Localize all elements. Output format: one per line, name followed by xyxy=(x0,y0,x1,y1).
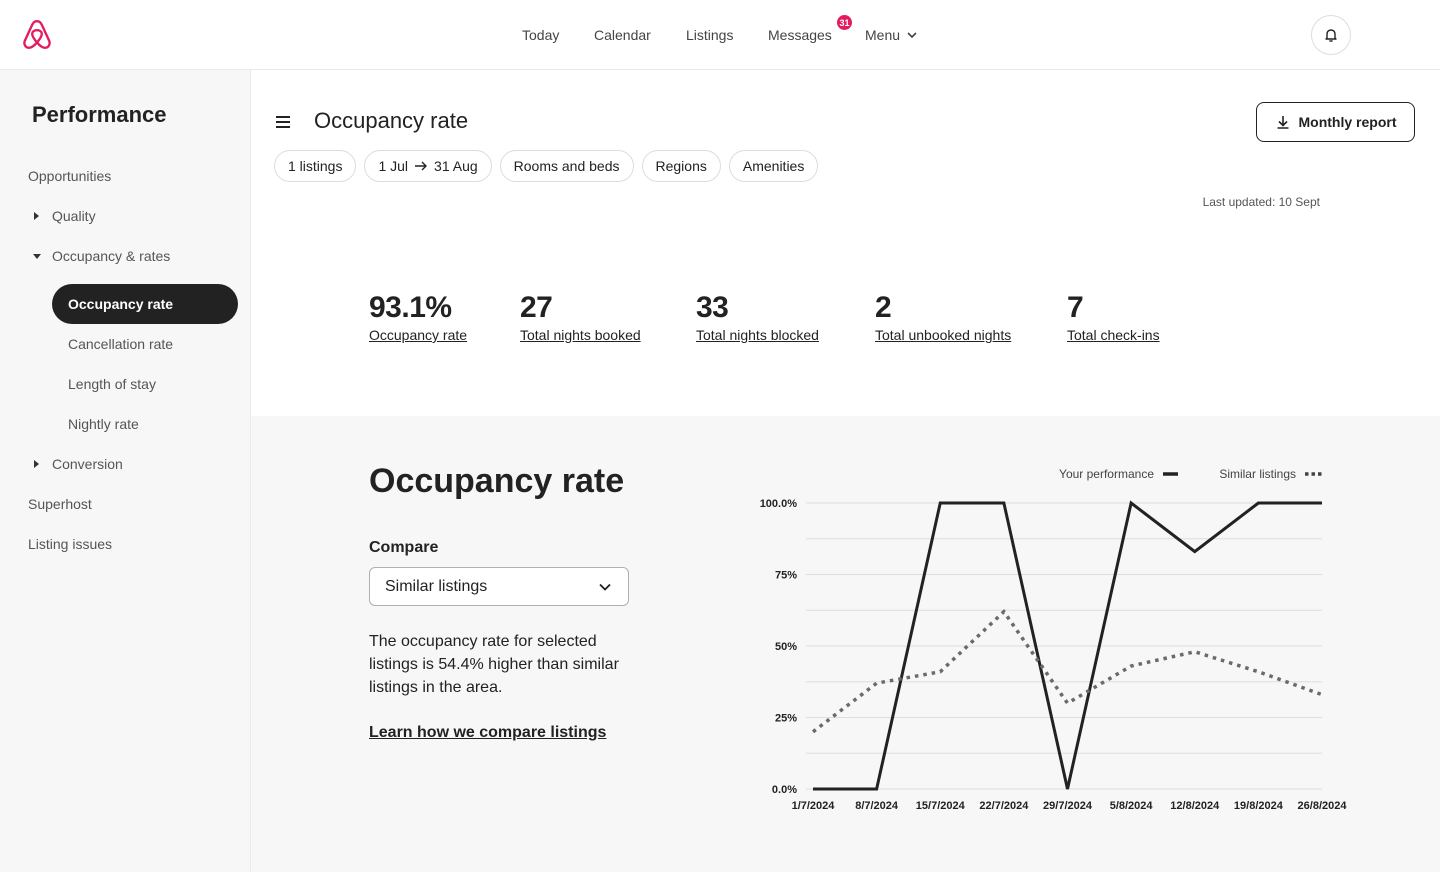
panel-title: Occupancy rate xyxy=(369,462,625,500)
occupancy-chart: 0.0% 25% 50% 75% 100.0% 1/7/2024 8/7/2024 15/7/… xyxy=(760,467,1348,812)
filter-regions[interactable]: Regions xyxy=(641,150,721,182)
chart-series-line-similar-listings xyxy=(811,609,1323,734)
stat-value: 2 xyxy=(875,291,892,324)
filter-amenities[interactable]: Amenities xyxy=(728,150,819,182)
chevron-down-icon xyxy=(599,583,611,591)
chart-x-tick-label: 15/7/2024 xyxy=(916,800,966,812)
sidebar-item-conversion[interactable]: Conversion xyxy=(52,456,123,472)
stat-value: 27 xyxy=(520,291,553,324)
notifications-button[interactable] xyxy=(1311,15,1351,55)
chart-y-tick-label: 50% xyxy=(775,641,797,653)
sidebar-item-cancellation-rate[interactable]: Cancellation rate xyxy=(68,336,174,352)
stat-value: 93.1% xyxy=(369,291,452,324)
sidebar-item-occupancy-rate[interactable]: Occupancy rate xyxy=(52,284,238,324)
hamburger-menu-icon[interactable] xyxy=(276,116,290,128)
stat-label[interactable]: Total nights blocked xyxy=(696,327,819,343)
caret-right-icon[interactable] xyxy=(34,460,39,468)
sidebar: Performance Opportunities Quality Occupa… xyxy=(0,70,251,872)
monthly-report-button[interactable]: Monthly report xyxy=(1256,102,1415,142)
chevron-down-icon xyxy=(907,32,917,39)
chart-x-tick-label: 5/8/2024 xyxy=(1110,800,1154,812)
main-nav: Today Calendar Listings Messages 31 Menu xyxy=(0,0,1440,70)
chart-series-line-your-performance xyxy=(813,500,1322,791)
compare-label: Compare xyxy=(369,539,439,556)
stat-label[interactable]: Occupancy rate xyxy=(369,327,468,343)
chart-x-tick-label: 8/7/2024 xyxy=(855,800,899,812)
chart-x-tick-label: 29/7/2024 xyxy=(1043,800,1093,812)
compare-select-value: Similar listings xyxy=(385,578,488,595)
comparison-description: The occupancy rate for selected listings… xyxy=(369,633,619,696)
messages-badge: 31 xyxy=(836,14,853,31)
page-title: Occupancy rate xyxy=(314,108,469,133)
stat-label[interactable]: Total nights booked xyxy=(520,327,641,343)
sidebar-title: Performance xyxy=(32,102,167,127)
sidebar-item-quality[interactable]: Quality xyxy=(52,208,96,224)
nav-today[interactable]: Today xyxy=(522,27,560,43)
stat-occupancy-rate: 93.1% Occupancy rate xyxy=(369,290,467,344)
sidebar-item-nightly-rate[interactable]: Nightly rate xyxy=(68,416,139,432)
chart-y-tick-label: 0.0% xyxy=(772,784,797,796)
chart-x-tick-label: 22/7/2024 xyxy=(979,800,1029,812)
occupancy-panel xyxy=(251,416,1440,872)
legend-label-similar-listings: Similar listings xyxy=(1219,467,1296,481)
chart-x-tick-label: 1/7/2024 xyxy=(792,800,836,812)
monthly-report-label: Monthly report xyxy=(1298,114,1397,130)
compare-select[interactable]: Similar listings xyxy=(369,567,629,606)
nav-calendar[interactable]: Calendar xyxy=(594,27,651,43)
nav-menu-label: Menu xyxy=(865,27,901,43)
last-updated: Last updated: 10 Sept xyxy=(1202,195,1320,209)
filter-date-range[interactable]: 1 Jul 31 Aug xyxy=(364,150,492,182)
stat-total-nights-blocked: 33 Total nights blocked xyxy=(696,290,819,344)
download-icon xyxy=(1277,116,1288,129)
chart-y-tick-label: 100.0% xyxy=(760,498,798,510)
sidebar-item-superhost[interactable]: Superhost xyxy=(28,496,92,512)
filter-rooms-and-beds[interactable]: Rooms and beds xyxy=(499,150,634,182)
caret-right-icon[interactable] xyxy=(34,212,39,220)
sidebar-item-length-of-stay[interactable]: Length of stay xyxy=(68,376,156,392)
sidebar-item-occupancy-rates[interactable]: Occupancy & rates xyxy=(52,248,171,264)
airbnb-logo-icon[interactable] xyxy=(20,18,54,52)
stat-value: 7 xyxy=(1067,291,1084,324)
filter-chips: 1 listings 1 Jul 31 Aug Rooms and beds R… xyxy=(274,150,819,182)
filter-listings[interactable]: 1 listings xyxy=(274,150,357,182)
chart-y-tick-label: 25% xyxy=(775,713,797,725)
stat-value: 33 xyxy=(696,291,729,324)
stat-total-check-ins: 7 Total check-ins xyxy=(1067,290,1160,344)
nav-menu[interactable]: Menu xyxy=(865,26,918,44)
sidebar-item-opportunities[interactable]: Opportunities xyxy=(28,168,112,184)
chart-x-tick-label: 26/8/2024 xyxy=(1298,800,1348,812)
arrow-right-icon xyxy=(415,161,428,171)
caret-down-icon[interactable] xyxy=(33,254,41,259)
stat-label[interactable]: Total check-ins xyxy=(1067,327,1160,343)
chart-x-tick-label: 12/8/2024 xyxy=(1170,800,1220,812)
top-bar: Today Calendar Listings Messages 31 Menu xyxy=(0,0,1440,70)
stat-total-nights-booked: 27 Total nights booked xyxy=(520,290,641,344)
nav-listings[interactable]: Listings xyxy=(686,27,734,43)
stat-total-unbooked-nights: 2 Total unbooked nights xyxy=(875,290,1011,344)
chart-y-tick-label: 75% xyxy=(775,570,797,582)
date-to: 31 Aug xyxy=(434,158,478,174)
date-from: 1 Jul xyxy=(378,158,409,174)
legend-label-your-performance: Your performance xyxy=(1059,467,1154,481)
sidebar-item-listing-issues[interactable]: Listing issues xyxy=(28,536,113,552)
chart-x-tick-label: 19/8/2024 xyxy=(1234,800,1284,812)
bell-icon xyxy=(1325,29,1337,42)
learn-compare-link[interactable]: Learn how we compare listings xyxy=(369,724,607,741)
stat-label[interactable]: Total unbooked nights xyxy=(875,327,1012,343)
nav-messages[interactable]: Messages xyxy=(768,27,832,43)
